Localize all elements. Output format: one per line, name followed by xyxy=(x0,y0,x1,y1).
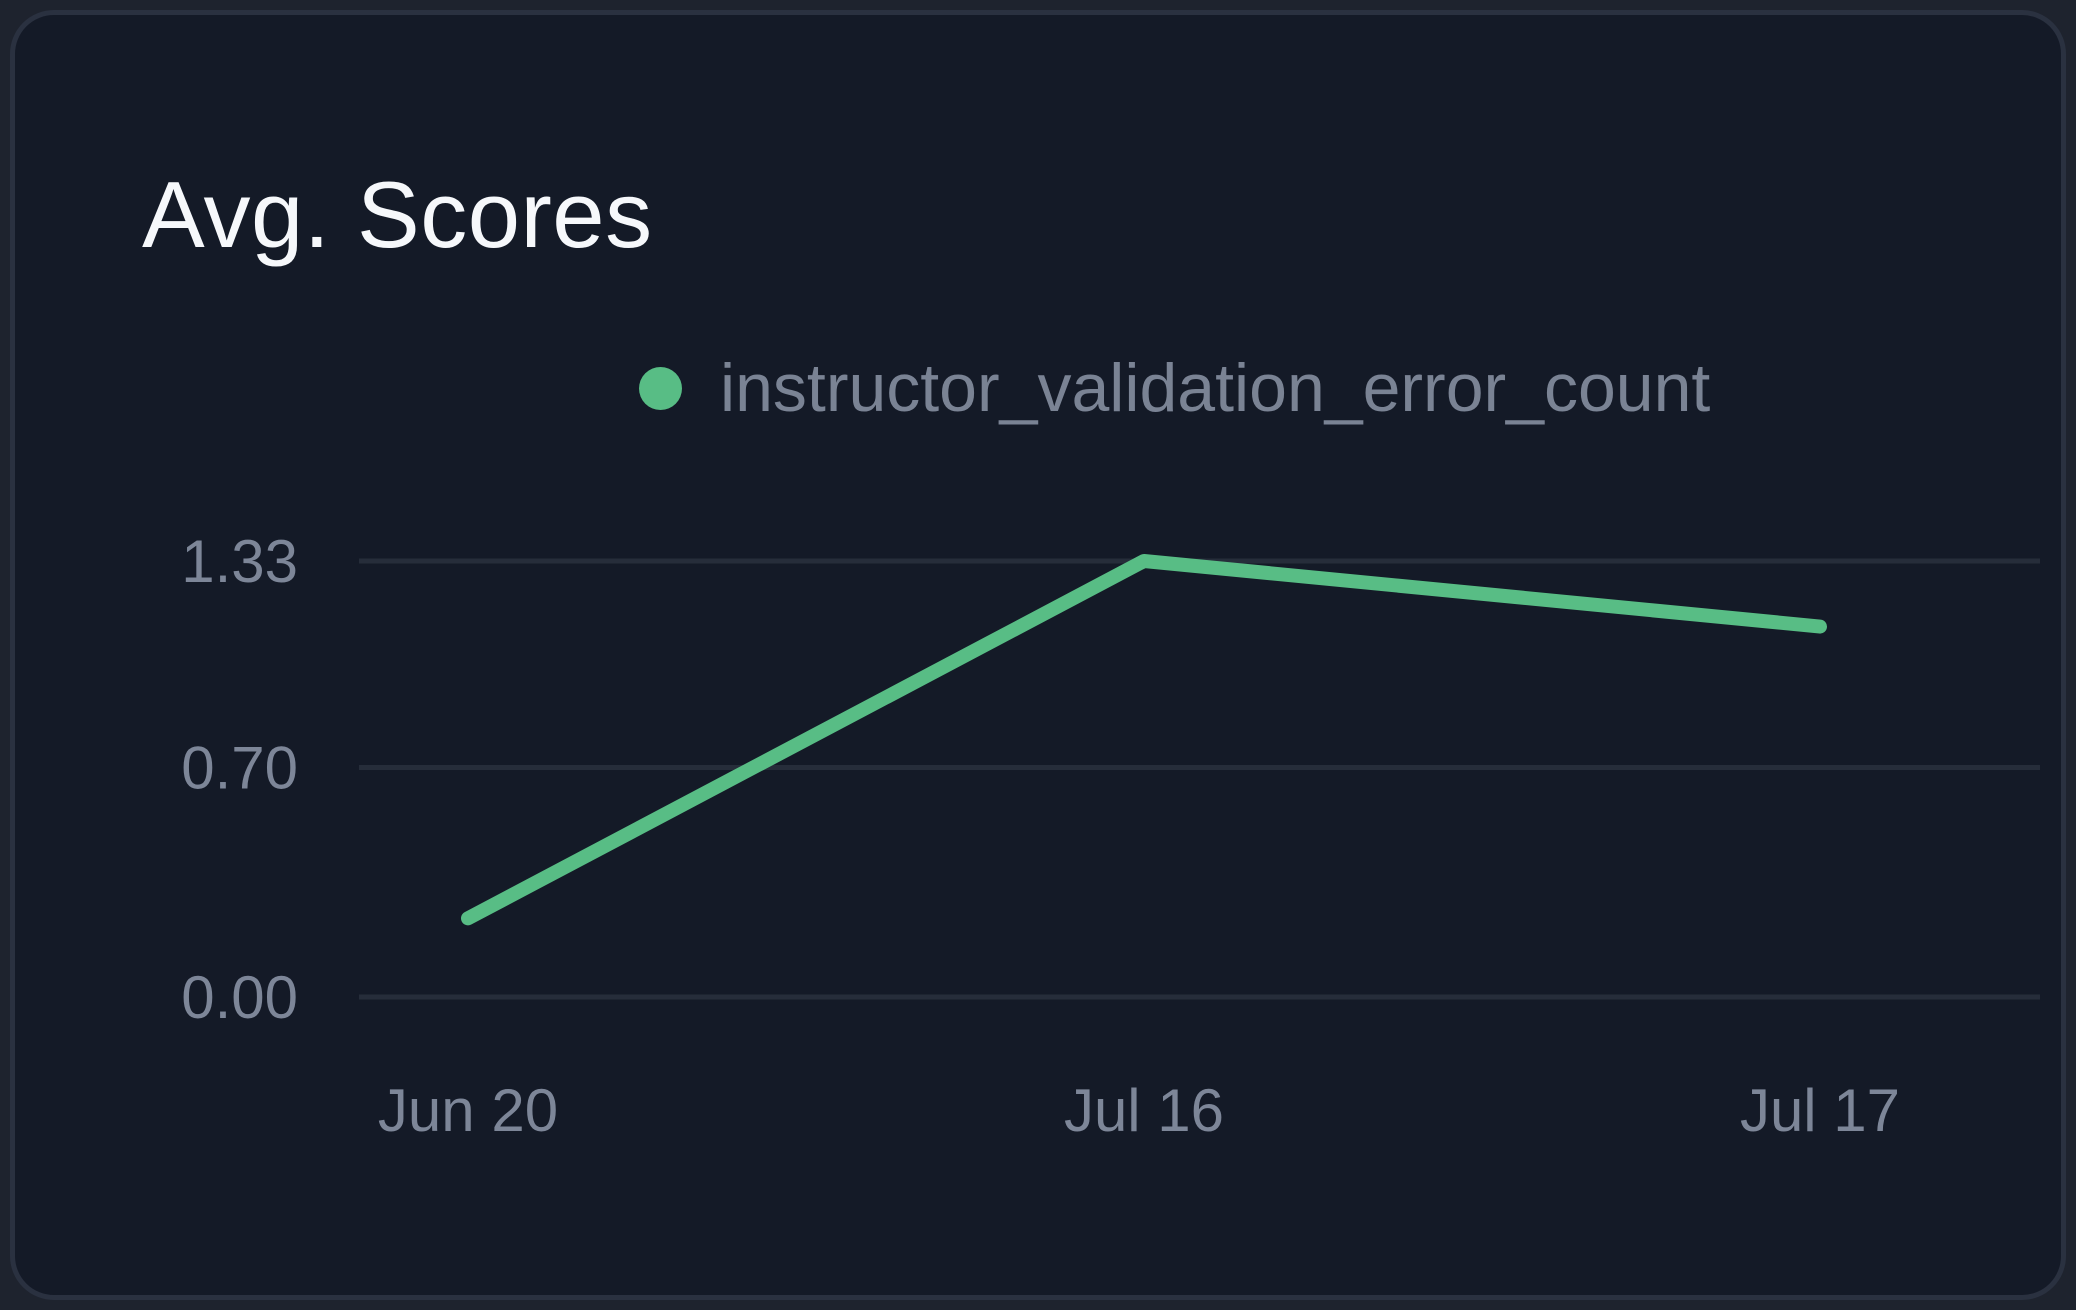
legend-marker-dot xyxy=(639,366,682,410)
x-axis-tick-label: Jul 17 xyxy=(1740,1077,1900,1144)
y-axis-tick-label: 0.70 xyxy=(181,735,298,802)
y-axis-tick-label: 1.33 xyxy=(181,528,298,595)
chart-legend[interactable]: instructor_validation_error_count xyxy=(639,352,1710,424)
x-axis-tick-label: Jun 20 xyxy=(378,1077,558,1144)
x-axis-tick-label: Jul 16 xyxy=(1064,1077,1224,1144)
avg-scores-card xyxy=(10,10,2066,1300)
card-title: Avg. Scores xyxy=(142,162,653,267)
y-axis-tick-label: 0.00 xyxy=(181,964,298,1031)
legend-series-label: instructor_validation_error_count xyxy=(720,350,1711,426)
series-line[interactable] xyxy=(461,554,1827,926)
